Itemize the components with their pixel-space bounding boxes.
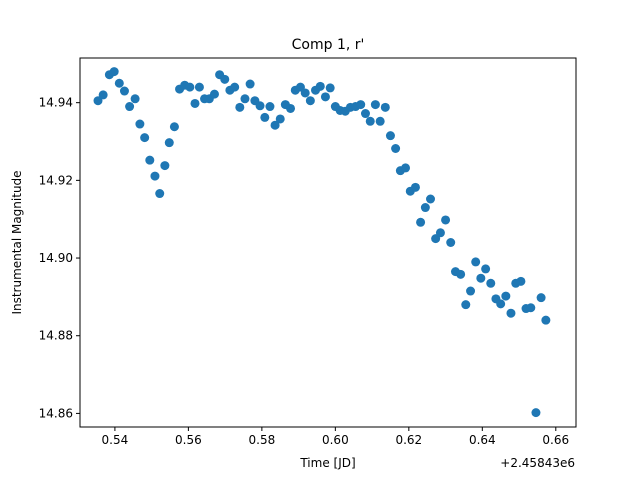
data-point [476,273,486,283]
y-axis-ticks: 14.86 14.88 14.90 14.92 14.94 [39,96,80,420]
data-point [410,182,420,192]
data-point [441,215,451,225]
x-tick-label: 0.56 [175,433,202,447]
data-point [360,109,370,119]
data-point [270,120,280,130]
data-point [185,82,195,92]
data-point [325,83,335,93]
data-point [481,264,491,274]
data-point [391,144,401,153]
data-point [375,116,385,126]
y-tick-label: 14.88 [39,329,73,343]
data-point [501,291,511,301]
data-point [526,303,536,313]
data-point [541,315,551,325]
x-tick-label: 0.62 [395,433,422,447]
data-point [420,203,430,213]
data-point [385,131,395,141]
data-point [114,78,124,88]
data-point [275,114,285,124]
x-tick-label: 0.58 [249,433,276,447]
data-point [98,90,108,100]
data-point [461,300,471,310]
data-point [380,102,390,112]
data-point [145,155,155,165]
data-point [169,122,179,132]
data-point [164,138,174,148]
data-point [486,278,496,288]
data-point [240,94,250,104]
data-point [446,238,456,247]
y-tick-label: 14.86 [39,406,73,420]
data-point [109,67,119,77]
data-point [93,96,103,106]
data-point [356,100,366,110]
x-tick-label: 0.66 [542,433,569,447]
data-point [140,133,150,143]
x-tick-label: 0.54 [102,433,129,447]
x-tick-label: 0.60 [322,433,349,447]
data-point [235,102,245,112]
data-point [150,171,160,181]
data-point [135,119,145,129]
data-points [93,67,551,418]
x-axis-offset-label: +2.45843e6 [500,456,575,470]
data-point [435,228,445,238]
data-point [155,189,165,199]
data-point [119,86,129,96]
x-axis-ticks: 0.54 0.56 0.58 0.60 0.62 0.64 0.66 [102,427,569,447]
x-tick-label: 0.64 [469,433,496,447]
data-point [531,408,541,418]
y-tick-label: 14.92 [39,173,73,187]
data-point [426,194,436,204]
data-point [220,74,230,84]
chart-title: Comp 1, r' [292,37,365,53]
data-point [496,299,506,309]
data-point [471,257,481,267]
data-point [245,79,255,89]
y-tick-label: 14.90 [39,251,73,265]
plot-frame [79,57,577,428]
data-point [370,100,380,110]
data-point [365,116,375,126]
data-point [300,88,310,98]
y-tick-label: 14.94 [39,96,73,110]
data-point [260,112,270,122]
data-point [506,308,516,318]
data-point [190,98,200,108]
data-point [401,163,411,173]
data-point [125,102,135,112]
x-axis-label: Time [JD] [299,456,355,470]
data-point [230,82,240,92]
data-point [516,276,526,286]
data-point [194,82,204,92]
data-point [255,101,265,111]
data-point [456,269,466,279]
data-point [416,217,426,227]
data-point [466,286,476,296]
data-point [265,102,275,112]
y-axis-label: Instrumental Magnitude [10,170,24,314]
data-point [320,92,330,102]
data-point [160,161,170,171]
data-point [536,293,546,303]
data-point [305,96,315,106]
data-point [315,81,325,91]
data-point [130,94,140,104]
data-point [286,103,296,113]
data-point [209,89,219,99]
